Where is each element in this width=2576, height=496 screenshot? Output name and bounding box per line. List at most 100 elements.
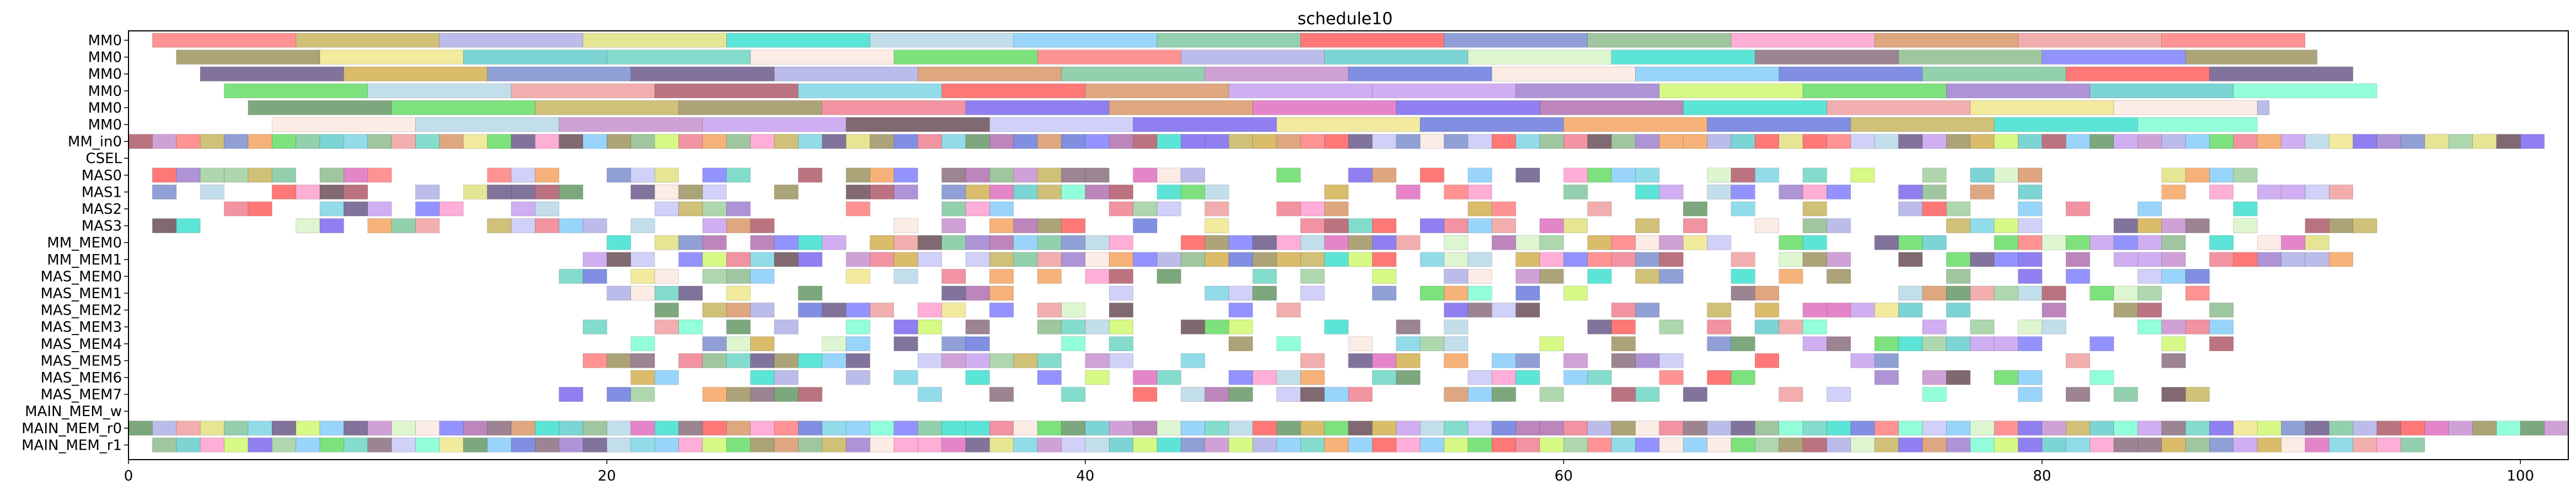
schedule-block (1013, 168, 1038, 183)
schedule-block (2065, 201, 2090, 217)
schedule-block (1420, 438, 1444, 452)
schedule-block (2018, 438, 2043, 452)
schedule-block (1444, 420, 1469, 436)
schedule-block (1707, 420, 1732, 436)
schedule-block (2113, 235, 2138, 250)
schedule-block (1707, 117, 1851, 132)
schedule-block (1946, 83, 2090, 99)
schedule-block (774, 235, 799, 250)
schedule-block (1348, 336, 1373, 352)
schedule-block (271, 117, 416, 132)
schedule-block (1683, 438, 1707, 452)
schedule-block (1420, 168, 1444, 183)
schedule-block (1922, 66, 2066, 82)
schedule-block (1061, 420, 1086, 436)
schedule-block (1444, 218, 1469, 233)
schedule-block (2161, 438, 2186, 452)
schedule-block (2018, 185, 2043, 200)
schedule-block (487, 185, 512, 200)
schedule-block (630, 438, 655, 452)
schedule-block (1108, 420, 1133, 436)
schedule-block (152, 33, 296, 48)
schedule-block (1228, 134, 1253, 149)
schedule-block (2042, 50, 2186, 64)
schedule-block (128, 134, 153, 149)
schedule-block (989, 252, 1014, 267)
schedule-block (1707, 438, 1732, 452)
schedule-block (917, 353, 942, 368)
schedule-block (774, 370, 799, 385)
schedule-block (176, 218, 201, 233)
schedule-block (1539, 336, 1564, 352)
schedule-block (1444, 33, 1588, 48)
schedule-block (1348, 168, 1373, 183)
schedule-block (1444, 252, 1469, 267)
schedule-block (774, 353, 799, 368)
schedule-block (1276, 438, 1301, 452)
schedule-block (1922, 168, 1947, 183)
schedule-block (1827, 420, 1851, 436)
y-tick-label: MAS_MEM1 (40, 285, 122, 302)
schedule-block (1874, 438, 1899, 452)
schedule-block (2520, 420, 2545, 436)
schedule-block (845, 269, 870, 284)
schedule-block (1850, 303, 1875, 317)
schedule-block (630, 387, 655, 402)
schedule-block (535, 168, 560, 183)
schedule-block (965, 336, 990, 352)
schedule-block (1444, 353, 1469, 368)
schedule-block (2281, 185, 2306, 200)
schedule-block (678, 438, 703, 452)
schedule-block (1420, 218, 1444, 233)
schedule-block (1468, 438, 1492, 452)
schedule-block (774, 420, 799, 436)
schedule-block (1731, 420, 1755, 436)
schedule-block (607, 252, 631, 267)
schedule-block (1181, 185, 1206, 200)
schedule-block (439, 134, 464, 149)
schedule-block (726, 303, 751, 317)
schedule-block (1827, 185, 1851, 200)
schedule-block (607, 387, 631, 402)
schedule-block (1779, 387, 1803, 402)
schedule-block (1731, 185, 1755, 200)
schedule-block (319, 50, 464, 64)
schedule-block (798, 252, 823, 267)
schedule-block (1468, 387, 1492, 402)
schedule-block (893, 218, 918, 233)
schedule-block (224, 134, 249, 149)
schedule-block (2065, 134, 2090, 149)
schedule-block (1108, 336, 1133, 352)
schedule-block (415, 117, 560, 132)
schedule-block (1779, 252, 1803, 267)
schedule-block (989, 168, 1014, 183)
schedule-block (1970, 168, 1995, 183)
schedule-block (1707, 303, 1732, 317)
schedule-block (1468, 134, 1492, 149)
schedule-block (1850, 117, 1995, 132)
schedule-block (1156, 185, 1181, 200)
schedule-block (798, 438, 823, 452)
schedule-block (1181, 50, 1325, 64)
schedule-block (1898, 303, 1923, 317)
schedule-block (941, 269, 966, 284)
schedule-block (1181, 168, 1206, 183)
schedule-block (487, 420, 512, 436)
schedule-block (1108, 353, 1133, 368)
schedule-block (989, 387, 1014, 402)
schedule-block (2281, 420, 2306, 436)
schedule-block (1683, 235, 1707, 250)
schedule-block (2161, 269, 2186, 284)
schedule-block (1707, 370, 1732, 385)
y-tick-label: MAS_MEM6 (40, 370, 122, 386)
schedule-block (1300, 387, 1325, 402)
schedule-block (870, 33, 1014, 48)
schedule-block (630, 353, 655, 368)
schedule-block (2401, 420, 2425, 436)
schedule-block (1013, 235, 1038, 250)
schedule-block (1515, 83, 1660, 99)
schedule-block (1539, 438, 1564, 452)
schedule-block (1922, 285, 1947, 301)
schedule-block (917, 235, 942, 250)
schedule-block (702, 235, 727, 250)
